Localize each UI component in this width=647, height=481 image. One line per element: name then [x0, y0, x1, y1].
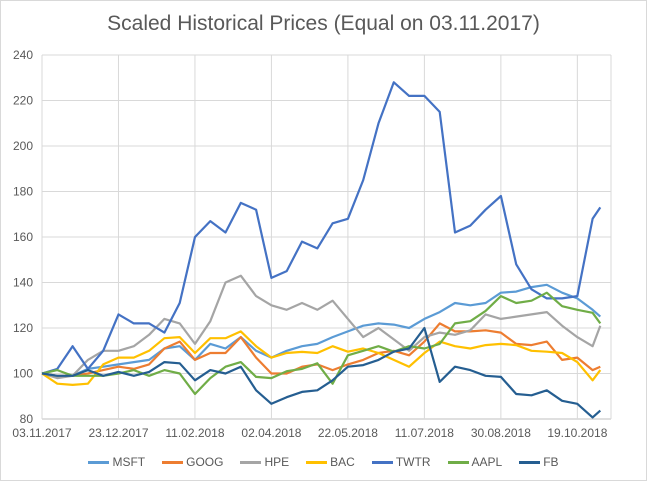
legend-label: FB [543, 455, 559, 469]
x-tick-label: 22.05.2018 [318, 426, 378, 440]
series-line-aapl [41, 291, 602, 396]
legend-swatch [306, 460, 328, 464]
y-tick-label: 200 [13, 139, 33, 153]
y-tick-label: 180 [13, 185, 33, 199]
chart-title: Scaled Historical Prices (Equal on 03.11… [107, 12, 540, 35]
legend-swatch [447, 460, 469, 464]
legend-item-bac: BAC [306, 455, 355, 469]
series-line-msft [41, 283, 602, 377]
legend-label: GOOG [186, 455, 224, 469]
legend-label: AAPL [471, 455, 503, 469]
legend-item-aapl: AAPL [447, 455, 503, 469]
y-tick-label: 100 [13, 367, 33, 381]
x-tick-label: 30.08.2018 [471, 426, 531, 440]
series-line-twtr [41, 81, 602, 375]
legend-label: BAC [330, 455, 355, 469]
y-tick-label: 160 [13, 230, 33, 244]
legend-label: HPE [264, 455, 290, 469]
series-line-hpe [41, 274, 602, 380]
x-tick-label: 23.12.2017 [88, 426, 148, 440]
x-tick-label: 11.07.2018 [395, 426, 454, 440]
series-line-fb [41, 326, 602, 419]
y-tick-label: 140 [13, 276, 33, 290]
legend-swatch [240, 460, 262, 464]
y-tick-label: 220 [13, 94, 33, 108]
x-tick-label: 19.10.2018 [547, 426, 607, 440]
y-tick-label: 80 [20, 412, 34, 426]
legend-item-msft: MSFT [88, 455, 145, 469]
y-tick-label: 240 [13, 48, 33, 62]
series-line-goog [41, 322, 601, 377]
legend-label: TWTR [395, 455, 431, 469]
series-line-bac [41, 330, 602, 386]
legend-swatch [371, 460, 393, 464]
chart-legend: MSFT GOOG HPE BAC TWTR AAPL FB [0, 455, 647, 469]
legend-swatch [88, 460, 110, 464]
legend-item-goog: GOOG [162, 455, 223, 469]
x-tick-label: 02.04.2018 [241, 426, 301, 440]
legend-item-fb: FB [519, 455, 559, 469]
legend-swatch [162, 460, 184, 464]
x-tick-label: 03.11.2017 [12, 426, 71, 440]
legend-item-hpe: HPE [240, 455, 289, 469]
legend-swatch [519, 460, 541, 464]
legend-label: MSFT [112, 455, 146, 469]
y-tick-label: 120 [13, 321, 33, 335]
legend-item-twtr: TWTR [371, 455, 431, 469]
x-tick-label: 11.02.2018 [165, 426, 224, 440]
